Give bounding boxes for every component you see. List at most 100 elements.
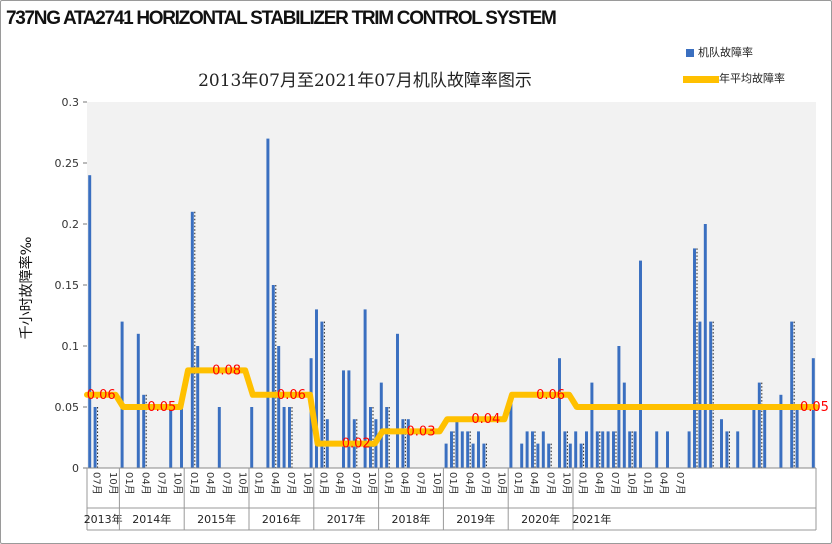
x-tick-label: 07月 — [350, 472, 362, 495]
data-bar — [88, 175, 92, 468]
data-bar — [703, 224, 707, 468]
average-label: 0.05 — [147, 400, 176, 415]
x-tick-label: 01月 — [447, 472, 459, 495]
x-tick-label: 01月 — [253, 472, 265, 495]
data-bar — [509, 394, 513, 468]
data-bar — [385, 407, 389, 468]
x-tick-label: 07月 — [156, 472, 168, 495]
data-bar — [93, 407, 97, 468]
x-tick-label: 07月 — [480, 472, 492, 495]
data-bar — [369, 407, 372, 468]
data-bar — [655, 431, 659, 468]
y-tick-label: 0.25 — [55, 157, 80, 170]
data-bar — [444, 443, 448, 468]
year-label: 2014年 — [132, 512, 171, 526]
data-bar — [282, 407, 286, 468]
data-bar — [541, 431, 545, 468]
x-tick-label: 01月 — [318, 472, 330, 495]
data-bar — [628, 431, 632, 468]
chart-title: 2013年07月至2021年07月机队故障率图示 — [198, 71, 532, 91]
data-bar — [606, 431, 610, 468]
x-tick-label: 10月 — [237, 472, 249, 495]
data-bar — [477, 431, 480, 468]
data-bar — [142, 394, 146, 468]
legend-item-line: 年平均故障率 — [683, 70, 785, 86]
data-bar — [558, 358, 561, 468]
average-label: 0.02 — [342, 437, 371, 452]
data-bar — [693, 248, 696, 468]
x-tick-label: 01月 — [577, 472, 589, 495]
data-bar — [136, 333, 140, 468]
legend-line-swatch — [683, 75, 719, 83]
data-bar — [622, 382, 626, 468]
data-bar — [460, 431, 464, 468]
legend-line-label: 年平均故障率 — [719, 72, 785, 85]
x-tick-label: 10月 — [561, 472, 573, 495]
x-tick-label: 07月 — [220, 472, 232, 495]
year-label: 2013年 — [84, 512, 123, 526]
year-label: 2019年 — [456, 512, 495, 526]
data-bar — [639, 260, 642, 468]
x-tick-label: 04月 — [334, 472, 346, 495]
average-label: 0.06 — [277, 388, 306, 403]
data-bar — [169, 407, 173, 468]
data-bar — [568, 443, 572, 468]
x-tick-label: 10月 — [366, 472, 378, 495]
x-tick-label: 10月 — [301, 472, 313, 495]
data-bar — [320, 321, 324, 468]
x-tick-label: 10月 — [496, 472, 508, 495]
x-tick-label: 01月 — [123, 472, 135, 495]
year-label: 2015年 — [197, 512, 236, 526]
x-tick-label: 10月 — [172, 472, 184, 495]
data-bar — [120, 321, 124, 468]
data-bar — [315, 309, 318, 468]
year-label: 2017年 — [327, 512, 366, 526]
data-bar — [612, 431, 615, 468]
x-tick-label: 07月 — [609, 472, 621, 495]
data-bar — [601, 431, 605, 468]
data-bar — [779, 394, 783, 468]
data-bar — [180, 394, 183, 468]
x-tick-label: 07月 — [674, 472, 686, 495]
y-tick-label: 0.05 — [55, 401, 80, 414]
x-tick-label: 04月 — [658, 472, 670, 495]
data-bar — [266, 138, 270, 468]
data-bar — [396, 333, 399, 468]
data-bar — [466, 431, 470, 468]
x-tick-label: 04月 — [463, 472, 475, 495]
year-label: 2020年 — [521, 512, 560, 526]
data-bar — [455, 419, 459, 468]
average-label: 0.03 — [407, 424, 436, 439]
data-bar — [720, 419, 723, 468]
x-tick-label: 07月 — [415, 472, 427, 495]
average-label: 0.08 — [212, 363, 241, 378]
data-bar — [666, 431, 669, 468]
data-bar — [709, 321, 713, 468]
x-tick-label: 04月 — [593, 472, 605, 495]
year-label: 2018年 — [392, 512, 431, 526]
legend-bar-label: 机队故障率 — [698, 46, 753, 59]
data-bar — [450, 431, 453, 468]
data-bar — [363, 309, 367, 468]
average-label: 0.04 — [471, 412, 500, 427]
page-title: 737NG ATA2741 HORIZONTAL STABILIZER TRIM… — [6, 8, 557, 29]
data-bar — [196, 346, 200, 468]
data-bar — [347, 370, 351, 468]
legend-bar-swatch — [686, 49, 694, 57]
data-bar — [342, 370, 345, 468]
data-bar — [563, 431, 567, 468]
data-bar — [811, 358, 815, 468]
data-bar — [277, 346, 281, 468]
data-bar — [595, 431, 599, 468]
x-tick-label: 04月 — [204, 472, 216, 495]
data-bar — [250, 407, 254, 468]
average-label: 0.06 — [87, 388, 116, 403]
data-bar — [795, 407, 799, 468]
y-tick-label: 0.15 — [55, 279, 80, 292]
data-bar — [379, 382, 383, 468]
x-tick-label: 04月 — [399, 472, 411, 495]
x-tick-label: 07月 — [544, 472, 556, 495]
data-bar — [288, 407, 291, 468]
data-bar — [401, 419, 405, 468]
